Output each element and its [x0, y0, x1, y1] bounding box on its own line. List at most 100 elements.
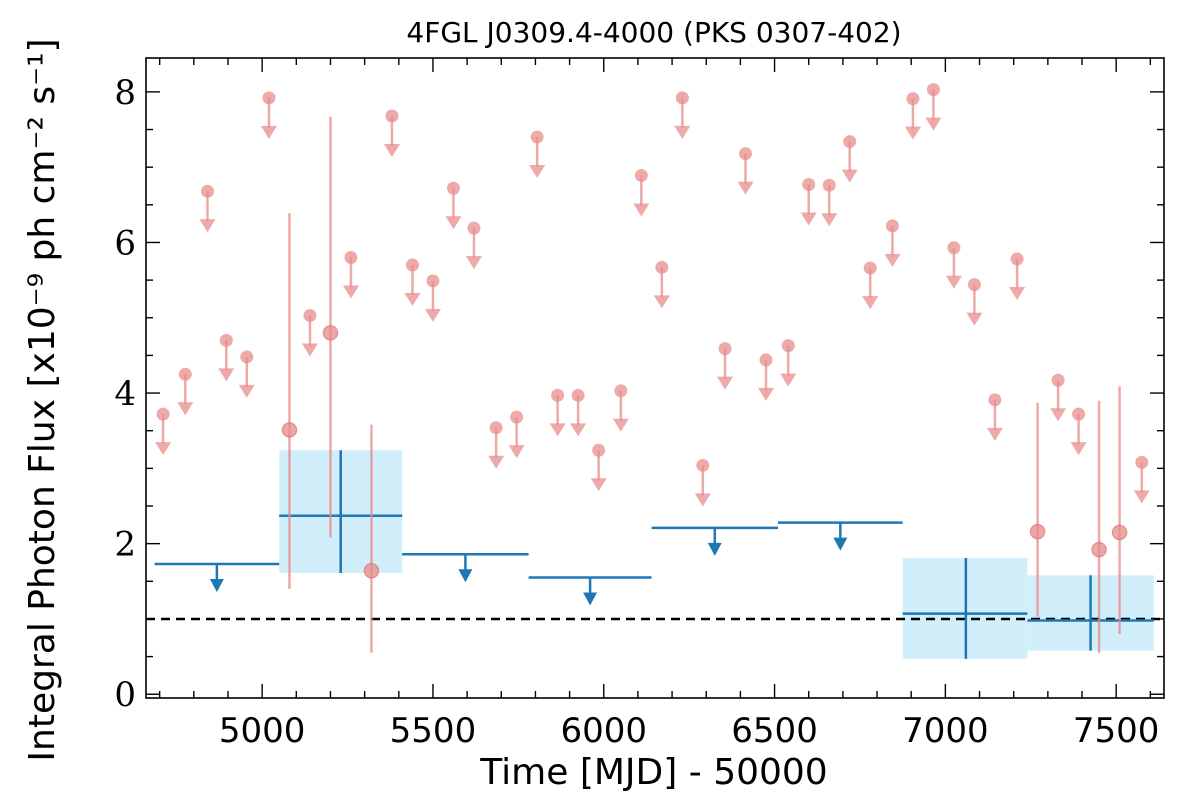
fine-upper-limit-arrow: [904, 126, 921, 140]
fine-upper-limit-arrow: [342, 285, 359, 299]
fine-upper-limit-arrow: [1070, 442, 1087, 456]
coarse-upper-limit-arrow: [583, 592, 598, 606]
fine-upper-limit-point: [696, 458, 710, 472]
fine-upper-limit-point: [863, 261, 877, 275]
fine-upper-limit-arrow: [986, 427, 1003, 441]
fine-detection-point: [1111, 524, 1128, 541]
fine-upper-limit-point: [262, 91, 276, 105]
fine-upper-limit-point: [1072, 407, 1086, 421]
fine-detection-point: [322, 325, 339, 341]
fine-upper-limit-point: [885, 219, 899, 233]
fine-upper-limit-point: [781, 339, 795, 353]
fine-upper-limit-point: [759, 353, 773, 367]
fine-upper-limit-point: [178, 367, 192, 381]
fine-upper-limit-arrow: [238, 384, 255, 398]
fine-upper-limit-point: [926, 83, 940, 97]
fine-upper-limit-arrow: [177, 402, 194, 416]
fine-upper-limit-point: [303, 309, 317, 323]
fine-upper-limit-arrow: [1050, 408, 1067, 422]
fine-upper-limit-point: [675, 91, 689, 105]
x-axis-label: Time [MJD] - 50000: [479, 752, 827, 793]
fine-upper-limit-point: [802, 177, 816, 191]
y-tick-label: 2: [114, 525, 136, 565]
fine-detection-point: [1091, 541, 1107, 558]
y-axis-label: Integral Photon Flux [x10⁻⁹ ph cm⁻² s⁻¹]: [22, 38, 63, 761]
fine-upper-limit-point: [551, 388, 565, 402]
fine-upper-limit-point: [219, 333, 233, 347]
fine-upper-limit-arrow: [488, 455, 505, 469]
fine-upper-limit-arrow: [717, 376, 734, 390]
fine-upper-limit-arrow: [737, 181, 754, 195]
chart-title: 4FGL J0309.4-4000 (PKS 0307-402): [406, 16, 901, 49]
fine-upper-limit-point: [614, 384, 628, 398]
fine-upper-limit-arrow: [612, 418, 629, 432]
fine-upper-limit-point: [1051, 373, 1065, 387]
x-tick-label: 7500: [1073, 711, 1160, 751]
fine-upper-limit-arrow: [966, 312, 983, 326]
fine-upper-limit-point: [967, 278, 981, 292]
fine-upper-limit-arrow: [445, 216, 462, 230]
fine-upper-limit-arrow: [945, 275, 962, 289]
fine-upper-limit-point: [843, 135, 857, 149]
y-tick-label: 4: [114, 374, 136, 414]
fine-upper-limit-arrow: [1009, 287, 1026, 301]
fine-upper-limit-arrow: [862, 296, 879, 310]
coarse-upper-limit-arrow: [833, 537, 848, 551]
plot-area: 5000 5500 6000 6500 7000 7500 0 2 4 6 8: [114, 57, 1165, 751]
x-tick-label: 6000: [560, 711, 647, 751]
fine-upper-limit-point: [655, 260, 669, 274]
fine-upper-limit-point: [489, 421, 503, 435]
fine-upper-limit-point: [947, 241, 961, 255]
fine-upper-limit-point: [510, 410, 524, 424]
fine-upper-limit-point: [467, 221, 481, 235]
x-tick-label: 5000: [219, 711, 306, 751]
fine-upper-limit-arrow: [404, 293, 421, 307]
fine-upper-limit-arrow: [780, 373, 797, 387]
fine-upper-limit-point: [634, 168, 648, 182]
fine-upper-limit-point: [200, 184, 214, 198]
fine-upper-limit-point: [571, 388, 585, 402]
plot-frame: [145, 57, 1165, 699]
fine-upper-limit-arrow: [674, 125, 691, 139]
fine-upper-limit-arrow: [653, 295, 670, 309]
y-tick-label: 8: [114, 73, 136, 113]
fine-upper-limit-arrow: [821, 213, 838, 227]
coarse-upper-limit-arrow: [707, 542, 722, 556]
x-tick-label: 7000: [902, 711, 989, 751]
fine-upper-limit-point: [739, 147, 753, 161]
fine-upper-limit-arrow: [570, 423, 587, 437]
fine-upper-limit-arrow: [884, 253, 901, 267]
fine-upper-limit-arrow: [1133, 490, 1150, 504]
fine-detection-point: [281, 422, 298, 438]
fine-upper-limit-point: [718, 342, 732, 356]
fine-upper-limit-point: [385, 109, 399, 123]
fine-upper-limit-arrow: [155, 442, 172, 456]
fine-upper-limit-arrow: [218, 368, 235, 382]
fine-upper-limit-point: [1135, 455, 1149, 469]
fine-upper-limit-point: [156, 407, 170, 421]
fine-upper-limit-arrow: [694, 493, 711, 507]
coarse-upper-limit-arrow: [458, 569, 473, 583]
fine-upper-limit-arrow: [549, 423, 566, 437]
fine-upper-limit-arrow: [465, 256, 482, 270]
coarse-upper-limit-arrow: [209, 578, 224, 592]
x-tick-label: 5500: [390, 711, 477, 751]
fine-upper-limit-arrow: [925, 117, 942, 131]
y-tick-label: 6: [114, 223, 136, 263]
fine-upper-limit-point: [906, 92, 920, 106]
fine-detection-point: [363, 563, 380, 579]
fine-upper-limit-point: [240, 350, 254, 364]
fine-upper-limit-arrow: [841, 169, 858, 183]
fine-upper-limit-arrow: [590, 478, 607, 492]
fine-upper-limit-arrow: [383, 143, 400, 157]
x-tick-label: 6500: [731, 711, 818, 751]
fine-upper-limit-arrow: [508, 445, 525, 459]
fine-upper-limit-point: [822, 178, 836, 192]
fine-upper-limit-arrow: [301, 343, 318, 357]
fine-upper-limit-point: [592, 443, 606, 457]
fine-detection-point: [1029, 523, 1046, 540]
fine-upper-limit-arrow: [758, 387, 775, 401]
y-tick-label: 0: [114, 675, 136, 715]
